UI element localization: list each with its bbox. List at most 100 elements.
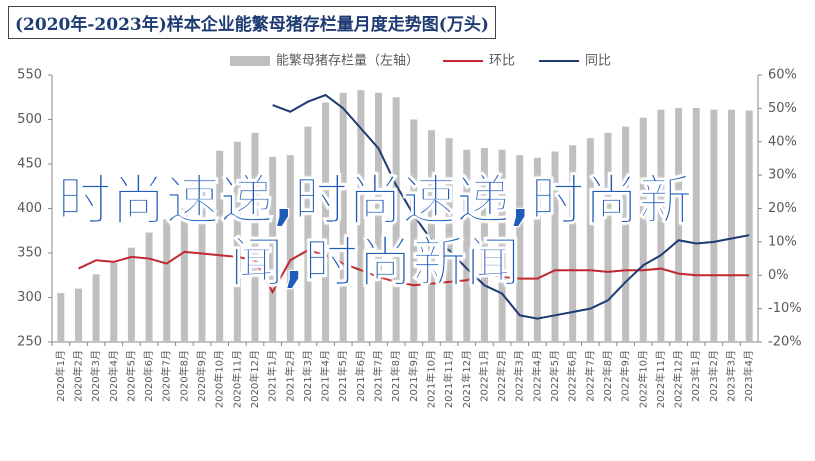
bar: [216, 150, 224, 342]
watermark: 时尚速递,时尚速递,时尚新闻,时尚新闻: [57, 169, 693, 294]
bar: [410, 119, 418, 342]
legend-label: 能繁母猪存栏量（左轴）: [276, 53, 419, 69]
y-tick-label: 450: [17, 157, 42, 172]
bar: [145, 232, 153, 342]
bar: [427, 130, 435, 342]
x-tick-label: 2021年2月: [283, 350, 296, 402]
chart-title: (2020年-2023年)样本企业能繁母猪存栏量月度走势图(万头): [8, 6, 496, 39]
y-tick-label: 500: [17, 112, 42, 127]
x-tick-label: 2022年7月: [583, 350, 596, 402]
bar: [92, 274, 100, 342]
x-tick-label: 2021年10月: [424, 350, 437, 408]
x-tick-label: 2022年3月: [513, 350, 526, 402]
x-tick-label: 2023年2月: [707, 350, 720, 402]
bar: [57, 293, 65, 342]
bar: [533, 157, 541, 342]
x-tick-label: 2022年12月: [672, 350, 685, 408]
y2-tick-label: 0%: [768, 268, 789, 283]
x-tick-label: 2020年2月: [71, 350, 84, 402]
y-tick-label: 300: [17, 290, 42, 305]
y2-tick-label: -10%: [768, 301, 802, 316]
bar: [286, 155, 294, 342]
bar: [498, 149, 506, 342]
legend-label: 同比: [585, 54, 611, 69]
bar: [251, 132, 259, 342]
y2-tick-label: 40%: [768, 134, 797, 149]
bar: [463, 149, 471, 342]
y2-tick-label: 50%: [768, 101, 797, 116]
bar: [728, 109, 736, 343]
bar: [269, 156, 277, 342]
x-tick-label: 2020年10月: [213, 350, 226, 408]
bar: [551, 151, 559, 342]
bar: [675, 107, 683, 343]
x-tick-label: 2021年6月: [354, 350, 367, 402]
x-tick-label: 2022年4月: [530, 350, 543, 402]
y-tick-label: 350: [17, 246, 42, 261]
y2-tick-label: 10%: [768, 234, 797, 249]
x-tick-label: 2020年7月: [160, 350, 173, 402]
x-tick-label: 2023年1月: [689, 350, 702, 402]
x-tick-label: 2023年3月: [725, 350, 738, 402]
x-tick-label: 2020年8月: [177, 350, 190, 402]
x-tick-label: 2020年5月: [124, 350, 137, 402]
x-tick-label: 2022年5月: [548, 350, 561, 402]
y-tick-label: 250: [17, 335, 42, 350]
bar: [233, 141, 241, 342]
bar: [304, 126, 312, 343]
line: [272, 93, 750, 320]
bar: [198, 186, 206, 342]
x-tick-label: 2020年3月: [89, 350, 102, 402]
bar: [163, 219, 171, 342]
x-tick-label: 2021年4月: [319, 350, 332, 402]
bar: [322, 102, 330, 342]
bar: [569, 145, 577, 342]
x-tick-label: 2021年3月: [301, 350, 314, 402]
bar: [586, 138, 594, 342]
bar: [180, 208, 188, 342]
x-tick-label: 2020年4月: [107, 350, 120, 402]
x-tick-label: 2021年12月: [460, 350, 473, 408]
y-tick-label: 550: [17, 68, 42, 83]
bar: [516, 155, 524, 342]
bar: [622, 126, 630, 343]
x-tick-label: 2022年6月: [566, 350, 579, 402]
x-tick-label: 2022年10月: [636, 350, 649, 408]
x-tick-label: 2020年1月: [54, 350, 67, 402]
x-tick-label: 2021年9月: [407, 350, 420, 402]
y2-tick-label: -20%: [768, 335, 802, 350]
bar: [74, 288, 82, 342]
x-tick-label: 2021年7月: [372, 350, 385, 402]
bar: [745, 110, 753, 342]
bar: [604, 132, 612, 342]
x-tick-label: 2023年4月: [742, 350, 755, 402]
bar: [710, 109, 718, 343]
bar: [127, 247, 135, 342]
x-tick-label: 2022年9月: [619, 350, 632, 402]
bar: [657, 109, 665, 343]
y2-tick-label: 30%: [768, 168, 797, 183]
x-tick-label: 2020年9月: [195, 350, 208, 402]
bar: [110, 262, 118, 342]
x-tick-label: 2021年1月: [266, 350, 279, 402]
x-tick-label: 2022年2月: [495, 350, 508, 402]
y2-tick-label: 60%: [768, 68, 797, 83]
x-tick-label: 2021年11月: [442, 350, 455, 408]
x-tick-label: 2022年8月: [601, 350, 614, 402]
legend-swatch: [230, 56, 270, 66]
bar: [339, 92, 347, 342]
legend-label: 环比: [489, 54, 515, 69]
x-tick-label: 2022年1月: [477, 350, 490, 402]
bar: [639, 117, 647, 342]
x-tick-label: 2022年11月: [654, 350, 667, 408]
bar: [445, 138, 453, 342]
bar: [375, 92, 383, 342]
x-tick-label: 2020年12月: [248, 350, 261, 408]
bar: [480, 147, 488, 342]
y2-tick-label: 20%: [768, 201, 797, 216]
bar: [357, 90, 365, 342]
bar: [392, 97, 400, 342]
x-tick-label: 2020年6月: [142, 350, 155, 402]
